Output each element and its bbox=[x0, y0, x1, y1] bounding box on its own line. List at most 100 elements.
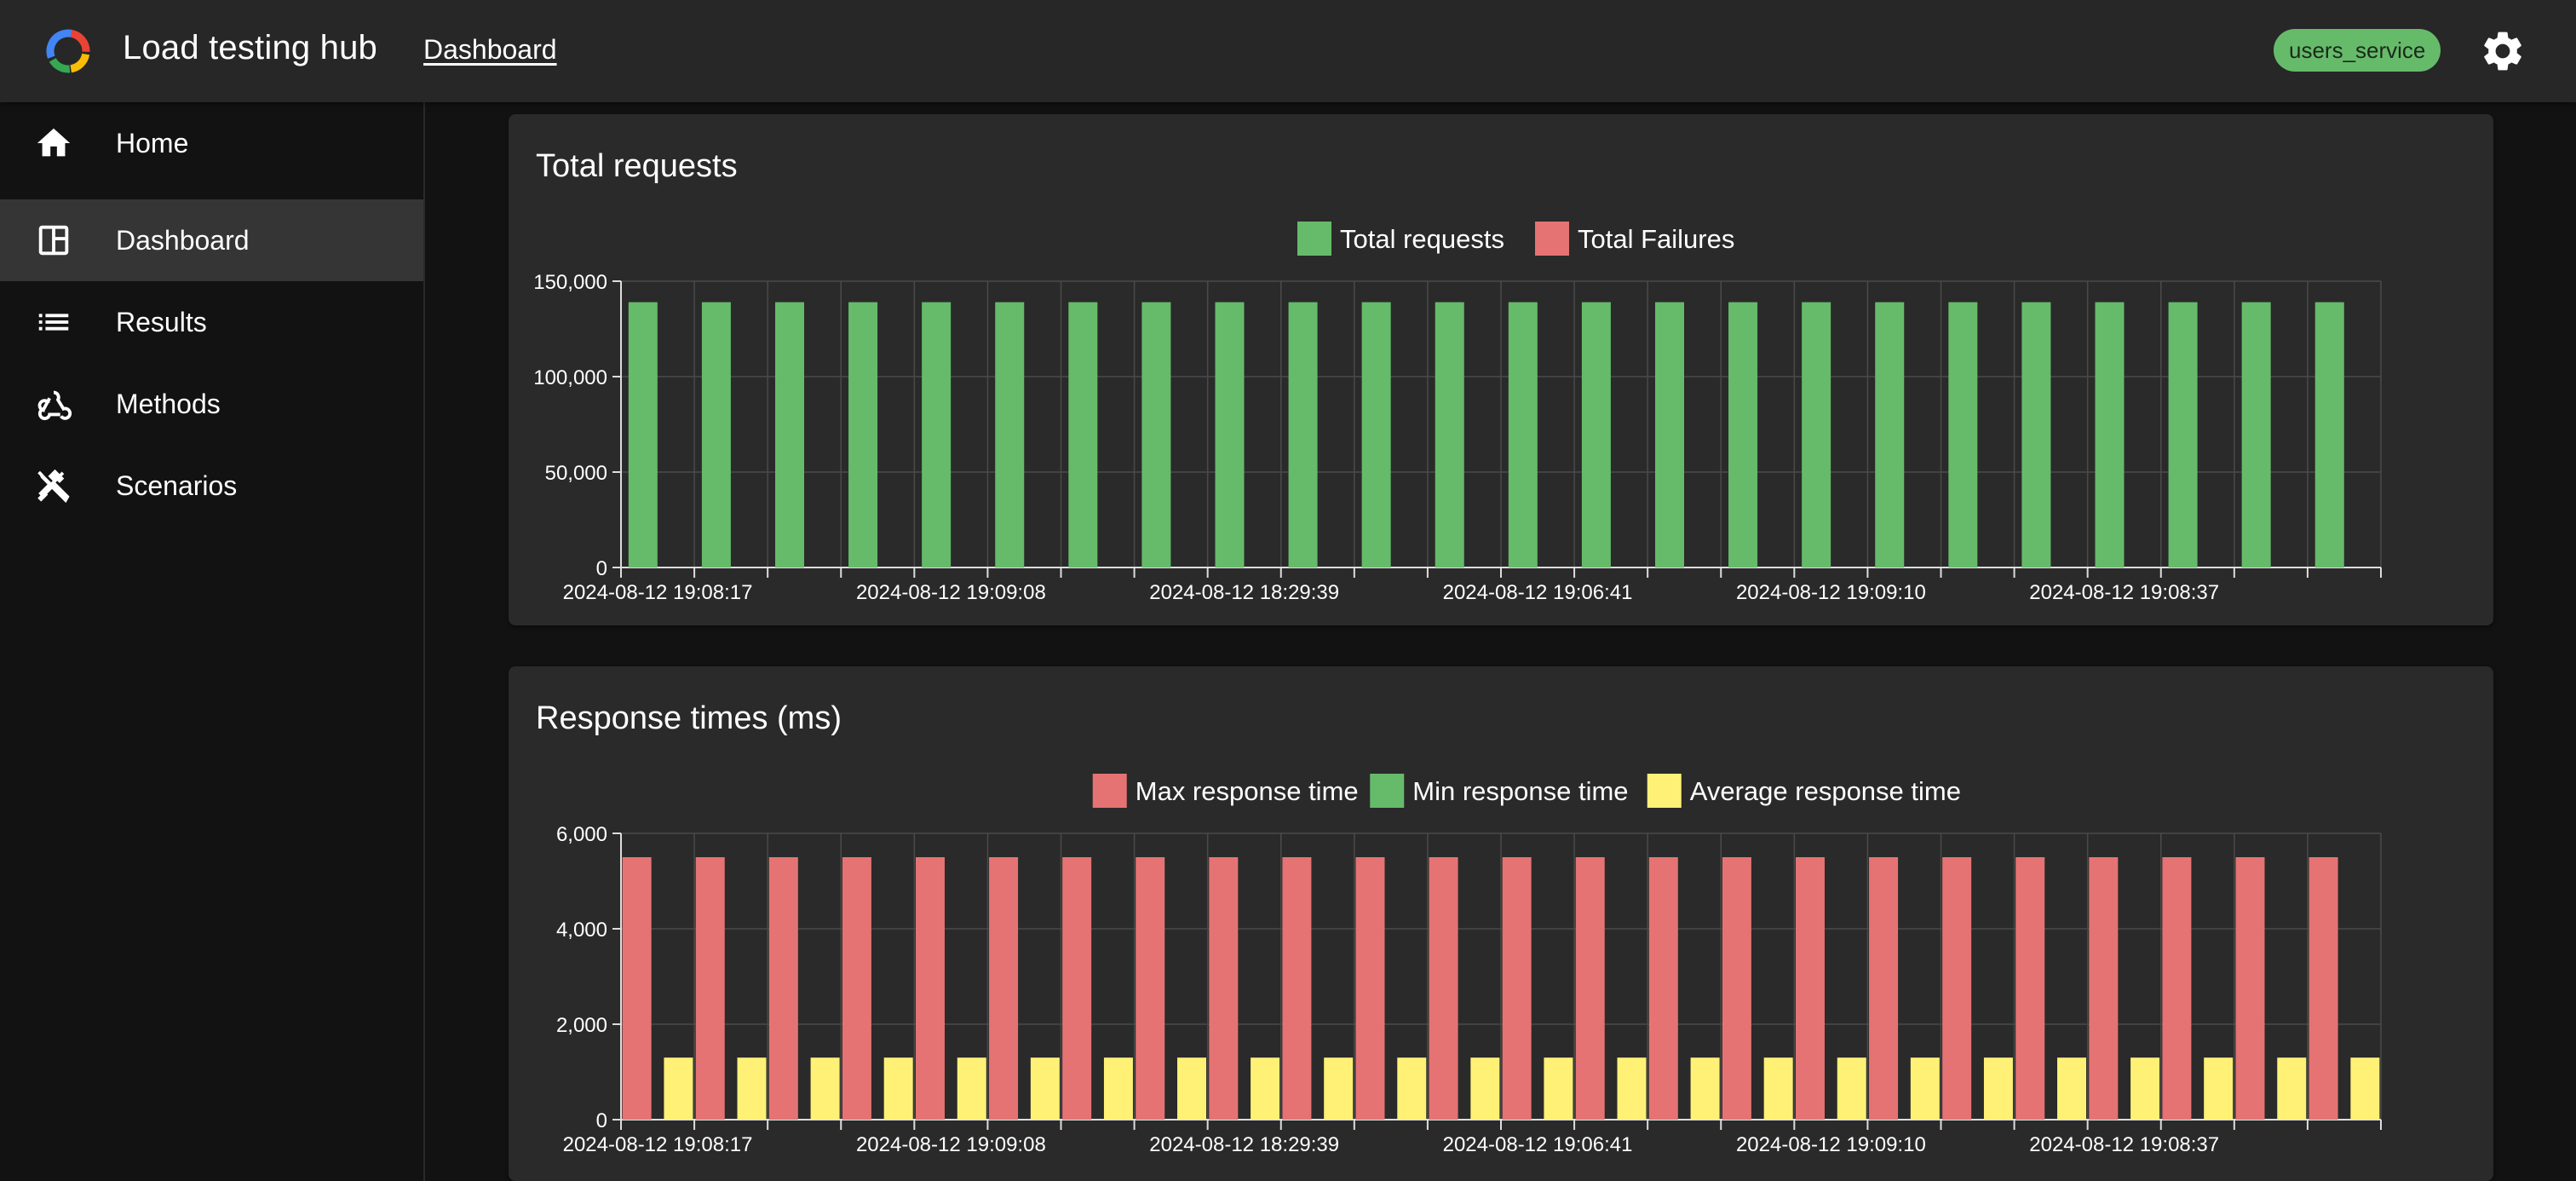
bar[interactable] bbox=[915, 857, 945, 1120]
bar[interactable] bbox=[2277, 1057, 2307, 1120]
bar[interactable] bbox=[1103, 1057, 1133, 1120]
bar[interactable] bbox=[1397, 1057, 1427, 1120]
x-tick-label: 2024-08-12 19:08:37 bbox=[2029, 581, 2219, 604]
bar[interactable] bbox=[2162, 857, 2192, 1120]
legend-label[interactable]: Total Failures bbox=[1578, 224, 1734, 254]
service-chip[interactable]: users_service bbox=[2274, 29, 2441, 72]
bar[interactable] bbox=[1502, 857, 1532, 1120]
bar[interactable] bbox=[1251, 1057, 1280, 1120]
bar[interactable] bbox=[1215, 302, 1245, 567]
bar[interactable] bbox=[1948, 302, 1978, 567]
sidebar-item-home[interactable]: Home bbox=[0, 102, 423, 184]
bar[interactable] bbox=[1795, 857, 1825, 1120]
bar[interactable] bbox=[1470, 1057, 1500, 1120]
webhook-icon bbox=[37, 390, 72, 421]
bar[interactable] bbox=[1508, 302, 1538, 567]
bar[interactable] bbox=[1355, 857, 1385, 1120]
bar[interactable] bbox=[1282, 857, 1312, 1120]
bar[interactable] bbox=[1869, 857, 1899, 1120]
sidebar-item-label: Home bbox=[116, 127, 189, 158]
bar[interactable] bbox=[2241, 302, 2271, 567]
bar[interactable] bbox=[664, 1057, 693, 1120]
bar[interactable] bbox=[2015, 857, 2045, 1120]
bar[interactable] bbox=[1062, 857, 1092, 1120]
bar[interactable] bbox=[2350, 1057, 2380, 1120]
bar[interactable] bbox=[1648, 857, 1678, 1120]
bar[interactable] bbox=[1654, 302, 1684, 567]
legend-swatch[interactable] bbox=[1647, 774, 1682, 808]
bar[interactable] bbox=[2235, 857, 2265, 1120]
gear-icon[interactable] bbox=[2479, 27, 2527, 75]
bar[interactable] bbox=[2057, 1057, 2087, 1120]
bar[interactable] bbox=[957, 1057, 986, 1120]
bar[interactable] bbox=[2130, 1057, 2160, 1120]
bar[interactable] bbox=[1068, 302, 1098, 567]
bar[interactable] bbox=[1209, 857, 1239, 1120]
bar[interactable] bbox=[2168, 302, 2198, 567]
legend-label[interactable]: Total requests bbox=[1340, 224, 1504, 254]
legend-swatch[interactable] bbox=[1092, 774, 1127, 808]
bar[interactable] bbox=[842, 857, 871, 1120]
legend-swatch[interactable] bbox=[1297, 222, 1331, 256]
bar[interactable] bbox=[1690, 1057, 1720, 1120]
bar[interactable] bbox=[810, 1057, 840, 1120]
bar[interactable] bbox=[2204, 1057, 2234, 1120]
bar[interactable] bbox=[1581, 302, 1611, 567]
bar[interactable] bbox=[1837, 1057, 1866, 1120]
bar[interactable] bbox=[1361, 302, 1391, 567]
sidebar-item-results[interactable]: Results bbox=[0, 281, 423, 363]
bar[interactable] bbox=[1910, 1057, 1940, 1120]
bar[interactable] bbox=[628, 302, 658, 567]
bar[interactable] bbox=[1983, 1057, 2013, 1120]
bar[interactable] bbox=[2021, 302, 2051, 567]
bar[interactable] bbox=[2314, 302, 2344, 567]
bar[interactable] bbox=[701, 302, 731, 567]
legend-label[interactable]: Average response time bbox=[1690, 776, 1961, 806]
bar[interactable] bbox=[1324, 1057, 1354, 1120]
bar[interactable] bbox=[695, 857, 725, 1120]
bar[interactable] bbox=[737, 1057, 767, 1120]
legend-label[interactable]: Max response time bbox=[1136, 776, 1359, 806]
sidebar-item-methods[interactable]: Methods bbox=[0, 363, 423, 445]
bar[interactable] bbox=[2089, 857, 2119, 1120]
response-times-chart: Max response time Min response time Averag… bbox=[556, 774, 2382, 1156]
bar[interactable] bbox=[989, 857, 1019, 1120]
sidebar-item-dashboard[interactable]: Dashboard bbox=[0, 199, 423, 281]
bar[interactable] bbox=[774, 302, 804, 567]
legend-swatch[interactable] bbox=[1370, 774, 1405, 808]
bar[interactable] bbox=[1617, 1057, 1647, 1120]
bar[interactable] bbox=[622, 857, 652, 1120]
bar[interactable] bbox=[995, 302, 1025, 567]
bar[interactable] bbox=[1763, 1057, 1793, 1120]
bar[interactable] bbox=[1875, 302, 1905, 567]
bar[interactable] bbox=[1728, 302, 1758, 567]
bar[interactable] bbox=[848, 302, 878, 567]
legend-label[interactable]: Min response time bbox=[1412, 776, 1628, 806]
bar[interactable] bbox=[1288, 302, 1318, 567]
response-times-card: Response times (ms) Max response time Min… bbox=[509, 666, 2493, 1181]
tools-icon bbox=[37, 469, 70, 504]
x-tick-label: 2024-08-12 19:09:10 bbox=[1736, 581, 1926, 604]
bar[interactable] bbox=[1802, 302, 1831, 567]
chart-title: Response times (ms) bbox=[536, 700, 842, 736]
bar[interactable] bbox=[1141, 302, 1171, 567]
sidebar-item-scenarios[interactable]: Scenarios bbox=[0, 445, 423, 527]
bar[interactable] bbox=[1177, 1057, 1207, 1120]
bar[interactable] bbox=[2309, 857, 2338, 1120]
bar[interactable] bbox=[1030, 1057, 1060, 1120]
sidebar-item-label: Results bbox=[116, 306, 207, 337]
bar[interactable] bbox=[2095, 302, 2125, 567]
breadcrumb-dashboard[interactable]: Dashboard bbox=[423, 34, 557, 65]
bar[interactable] bbox=[883, 1057, 913, 1120]
bar[interactable] bbox=[1575, 857, 1605, 1120]
bar[interactable] bbox=[1435, 302, 1464, 567]
bar[interactable] bbox=[1942, 857, 1972, 1120]
bar[interactable] bbox=[1722, 857, 1751, 1120]
bar[interactable] bbox=[1429, 857, 1458, 1120]
bar[interactable] bbox=[1544, 1057, 1573, 1120]
y-tick-label: 6,000 bbox=[556, 823, 607, 846]
legend-swatch[interactable] bbox=[1535, 222, 1569, 256]
bar[interactable] bbox=[922, 302, 952, 567]
bar[interactable] bbox=[1136, 857, 1165, 1120]
bar[interactable] bbox=[768, 857, 798, 1120]
